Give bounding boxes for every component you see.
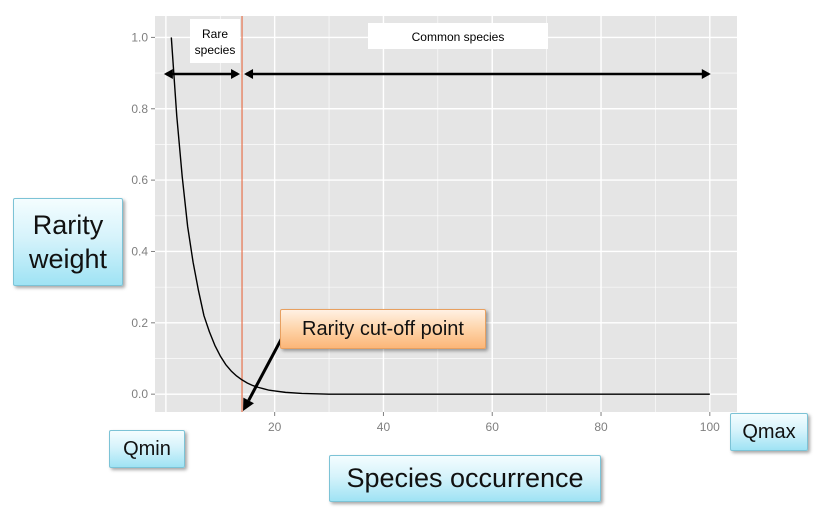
rare-species-label-line-2: species [195, 43, 236, 57]
x-axis-label: Species occurrence [329, 455, 601, 502]
rare-range-arrow [163, 69, 241, 79]
region-labels: Rare species Common species [190, 19, 548, 63]
common-species-label: Common species [412, 30, 505, 44]
x-tick-label: 20 [268, 420, 282, 434]
qmax-label: Qmax [730, 413, 808, 451]
cutoff-pointer-arrow [243, 333, 286, 411]
y-tick-label: 1.0 [131, 30, 148, 44]
common-range-arrow [244, 69, 711, 79]
rare-species-label-box [190, 19, 241, 63]
y-tick-label: 0.8 [131, 102, 148, 116]
pointer-shaft [247, 333, 286, 402]
rare-species-label-line-1: Rare [202, 27, 228, 41]
arrow-head-right [231, 69, 241, 79]
x-tick-label: 80 [594, 420, 608, 434]
axis-ticks: 0.0 0.2 0.4 0.6 0.8 1.0 20 40 60 80 100 [131, 30, 720, 434]
arrow-head-right [701, 69, 711, 79]
range-arrows [163, 69, 711, 79]
x-tick-label: 100 [700, 420, 720, 434]
common-species-label-box [368, 23, 548, 49]
rarity-weight-curve [170, 37, 710, 395]
y-tick-label: 0.4 [131, 244, 148, 258]
y-tick-label: 0.0 [131, 387, 148, 401]
x-tick-label: 40 [377, 420, 391, 434]
y-axis-label: Rarity weight [13, 198, 123, 286]
y-tick-label: 0.6 [131, 173, 148, 187]
arrow-head-left [163, 69, 173, 79]
qmin-label: Qmin [109, 430, 185, 468]
pointer-head [243, 397, 254, 411]
arrow-head-left [244, 69, 254, 79]
y-tick-label: 0.2 [131, 316, 148, 330]
x-tick-label: 60 [486, 420, 500, 434]
cutoff-point-label: Rarity cut-off point [280, 309, 486, 349]
